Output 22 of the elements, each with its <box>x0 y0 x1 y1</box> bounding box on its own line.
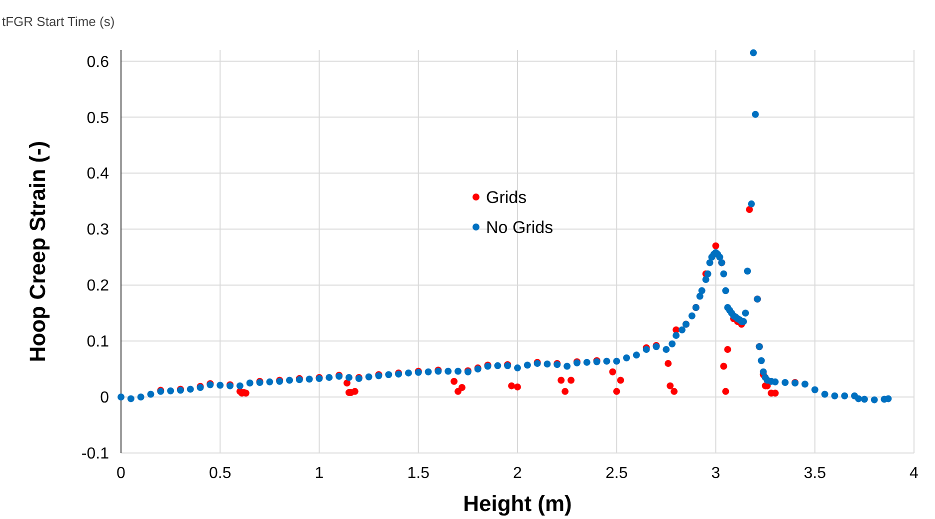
y-tick-label: -0.1 <box>81 446 110 463</box>
text: tFGR Start Time (s) <box>2 14 115 29</box>
x-tick-label: 3 <box>711 465 720 482</box>
x-tick-label: 2.5 <box>606 465 628 482</box>
y-tick-label: 0.6 <box>86 54 110 71</box>
x-tick-label: 3.5 <box>804 465 826 482</box>
legend-label: No Grids <box>486 218 554 237</box>
x-tick-label: 1.5 <box>407 465 430 482</box>
y-tick-label: 0.2 <box>86 278 110 295</box>
y-tick-label: 0 <box>100 390 110 407</box>
x-tick-label: 0.5 <box>209 465 232 482</box>
y-tick-label: 0.4 <box>86 166 110 183</box>
x-tick-label: 2 <box>513 465 522 482</box>
x-tick-label: 1 <box>314 465 324 482</box>
x-tick-label: 4 <box>910 465 919 482</box>
y-tick-label: 0.5 <box>86 110 110 127</box>
y-tick-label: 0.3 <box>86 222 110 239</box>
x-axis-title: Height (m) <box>463 491 572 516</box>
x-tick-label: 0 <box>116 465 126 482</box>
legend-label: Grids <box>486 188 527 207</box>
y-tick-label: 0.1 <box>86 334 110 351</box>
y-axis-title: Hoop Creep Strain (-) <box>25 140 50 362</box>
